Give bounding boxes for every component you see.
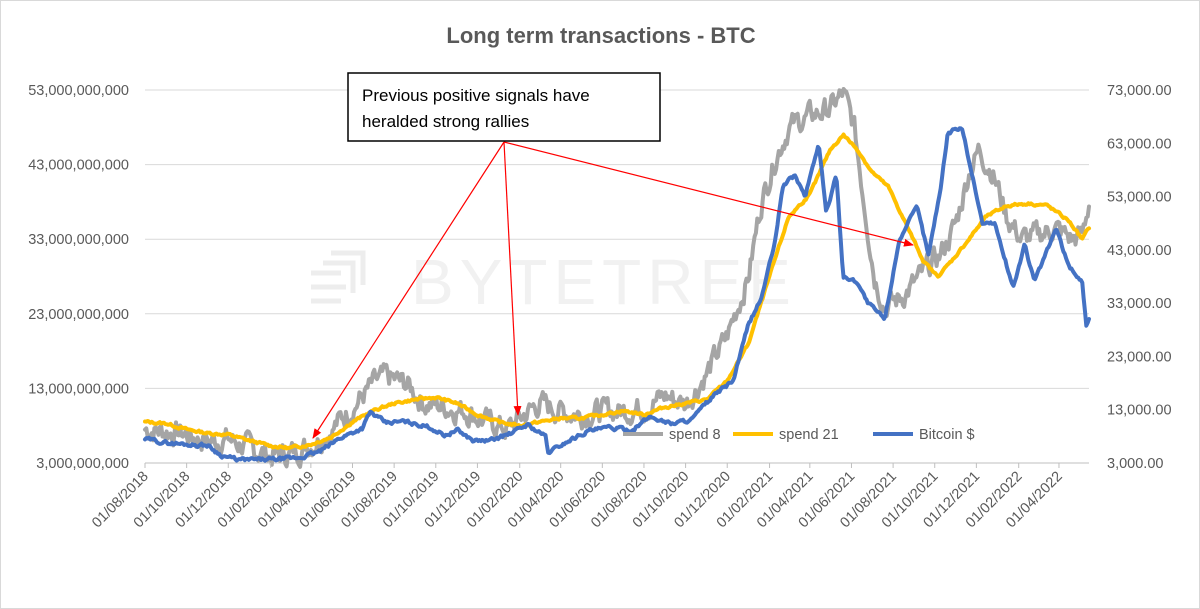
chart-title: Long term transactions - BTC <box>446 23 755 48</box>
left-tick-label: 53,000,000,000 <box>28 83 129 99</box>
annotation-arrow-2021 <box>503 141 914 247</box>
series-line-spend-21 <box>143 132 1091 451</box>
watermark-logo-icon <box>311 250 366 304</box>
watermark-text: BYTETREE <box>411 246 797 318</box>
annotation-arrow-2020 <box>503 141 522 416</box>
legend-spend-21-label: spend 21 <box>779 427 839 443</box>
legend-bitcoin--label: Bitcoin $ <box>919 427 975 443</box>
left-tick-label: 43,000,000,000 <box>28 158 129 174</box>
right-tick-label: 73,000.00 <box>1107 83 1172 99</box>
right-tick-label: 33,000.00 <box>1107 296 1172 312</box>
annotation-arrow-2019 <box>312 141 505 439</box>
right-tick-label: 13,000.00 <box>1107 403 1172 419</box>
right-tick-label: 23,000.00 <box>1107 349 1172 365</box>
annotation-line-2: heralded strong rallies <box>362 112 529 131</box>
annotation-arrows <box>312 141 914 439</box>
left-tick-label: 33,000,000,000 <box>28 232 129 248</box>
series-line-spend-8 <box>143 87 1091 469</box>
legend: spend 8 spend 21 Bitcoin $ <box>623 427 975 443</box>
left-tick-label: 3,000,000,000 <box>36 456 129 472</box>
left-tick-label: 13,000,000,000 <box>28 381 129 397</box>
watermark: BYTETREE <box>311 246 797 318</box>
right-tick-label: 53,000.00 <box>1107 190 1172 206</box>
annotation-line-1: Previous positive signals have <box>362 86 590 105</box>
right-tick-label: 43,000.00 <box>1107 243 1172 259</box>
left-tick-label: 23,000,000,000 <box>28 307 129 323</box>
annotation-box: Previous positive signals have heralded … <box>347 72 661 142</box>
right-tick-label: 3,000.00 <box>1107 456 1163 472</box>
series-line-bitcoin- <box>143 126 1091 463</box>
series-layer <box>143 87 1091 469</box>
right-tick-label: 63,000.00 <box>1107 136 1172 152</box>
legend-spend-8-label: spend 8 <box>669 427 721 443</box>
x-axis: 01/08/201801/10/201801/12/201801/02/2019… <box>89 463 1066 531</box>
left-axis: 53,000,000,000 43,000,000,000 33,000,000,0… <box>28 83 129 472</box>
right-axis: 73,000.00 63,000.00 53,000.00 43,000.00 33,0… <box>1107 83 1172 472</box>
